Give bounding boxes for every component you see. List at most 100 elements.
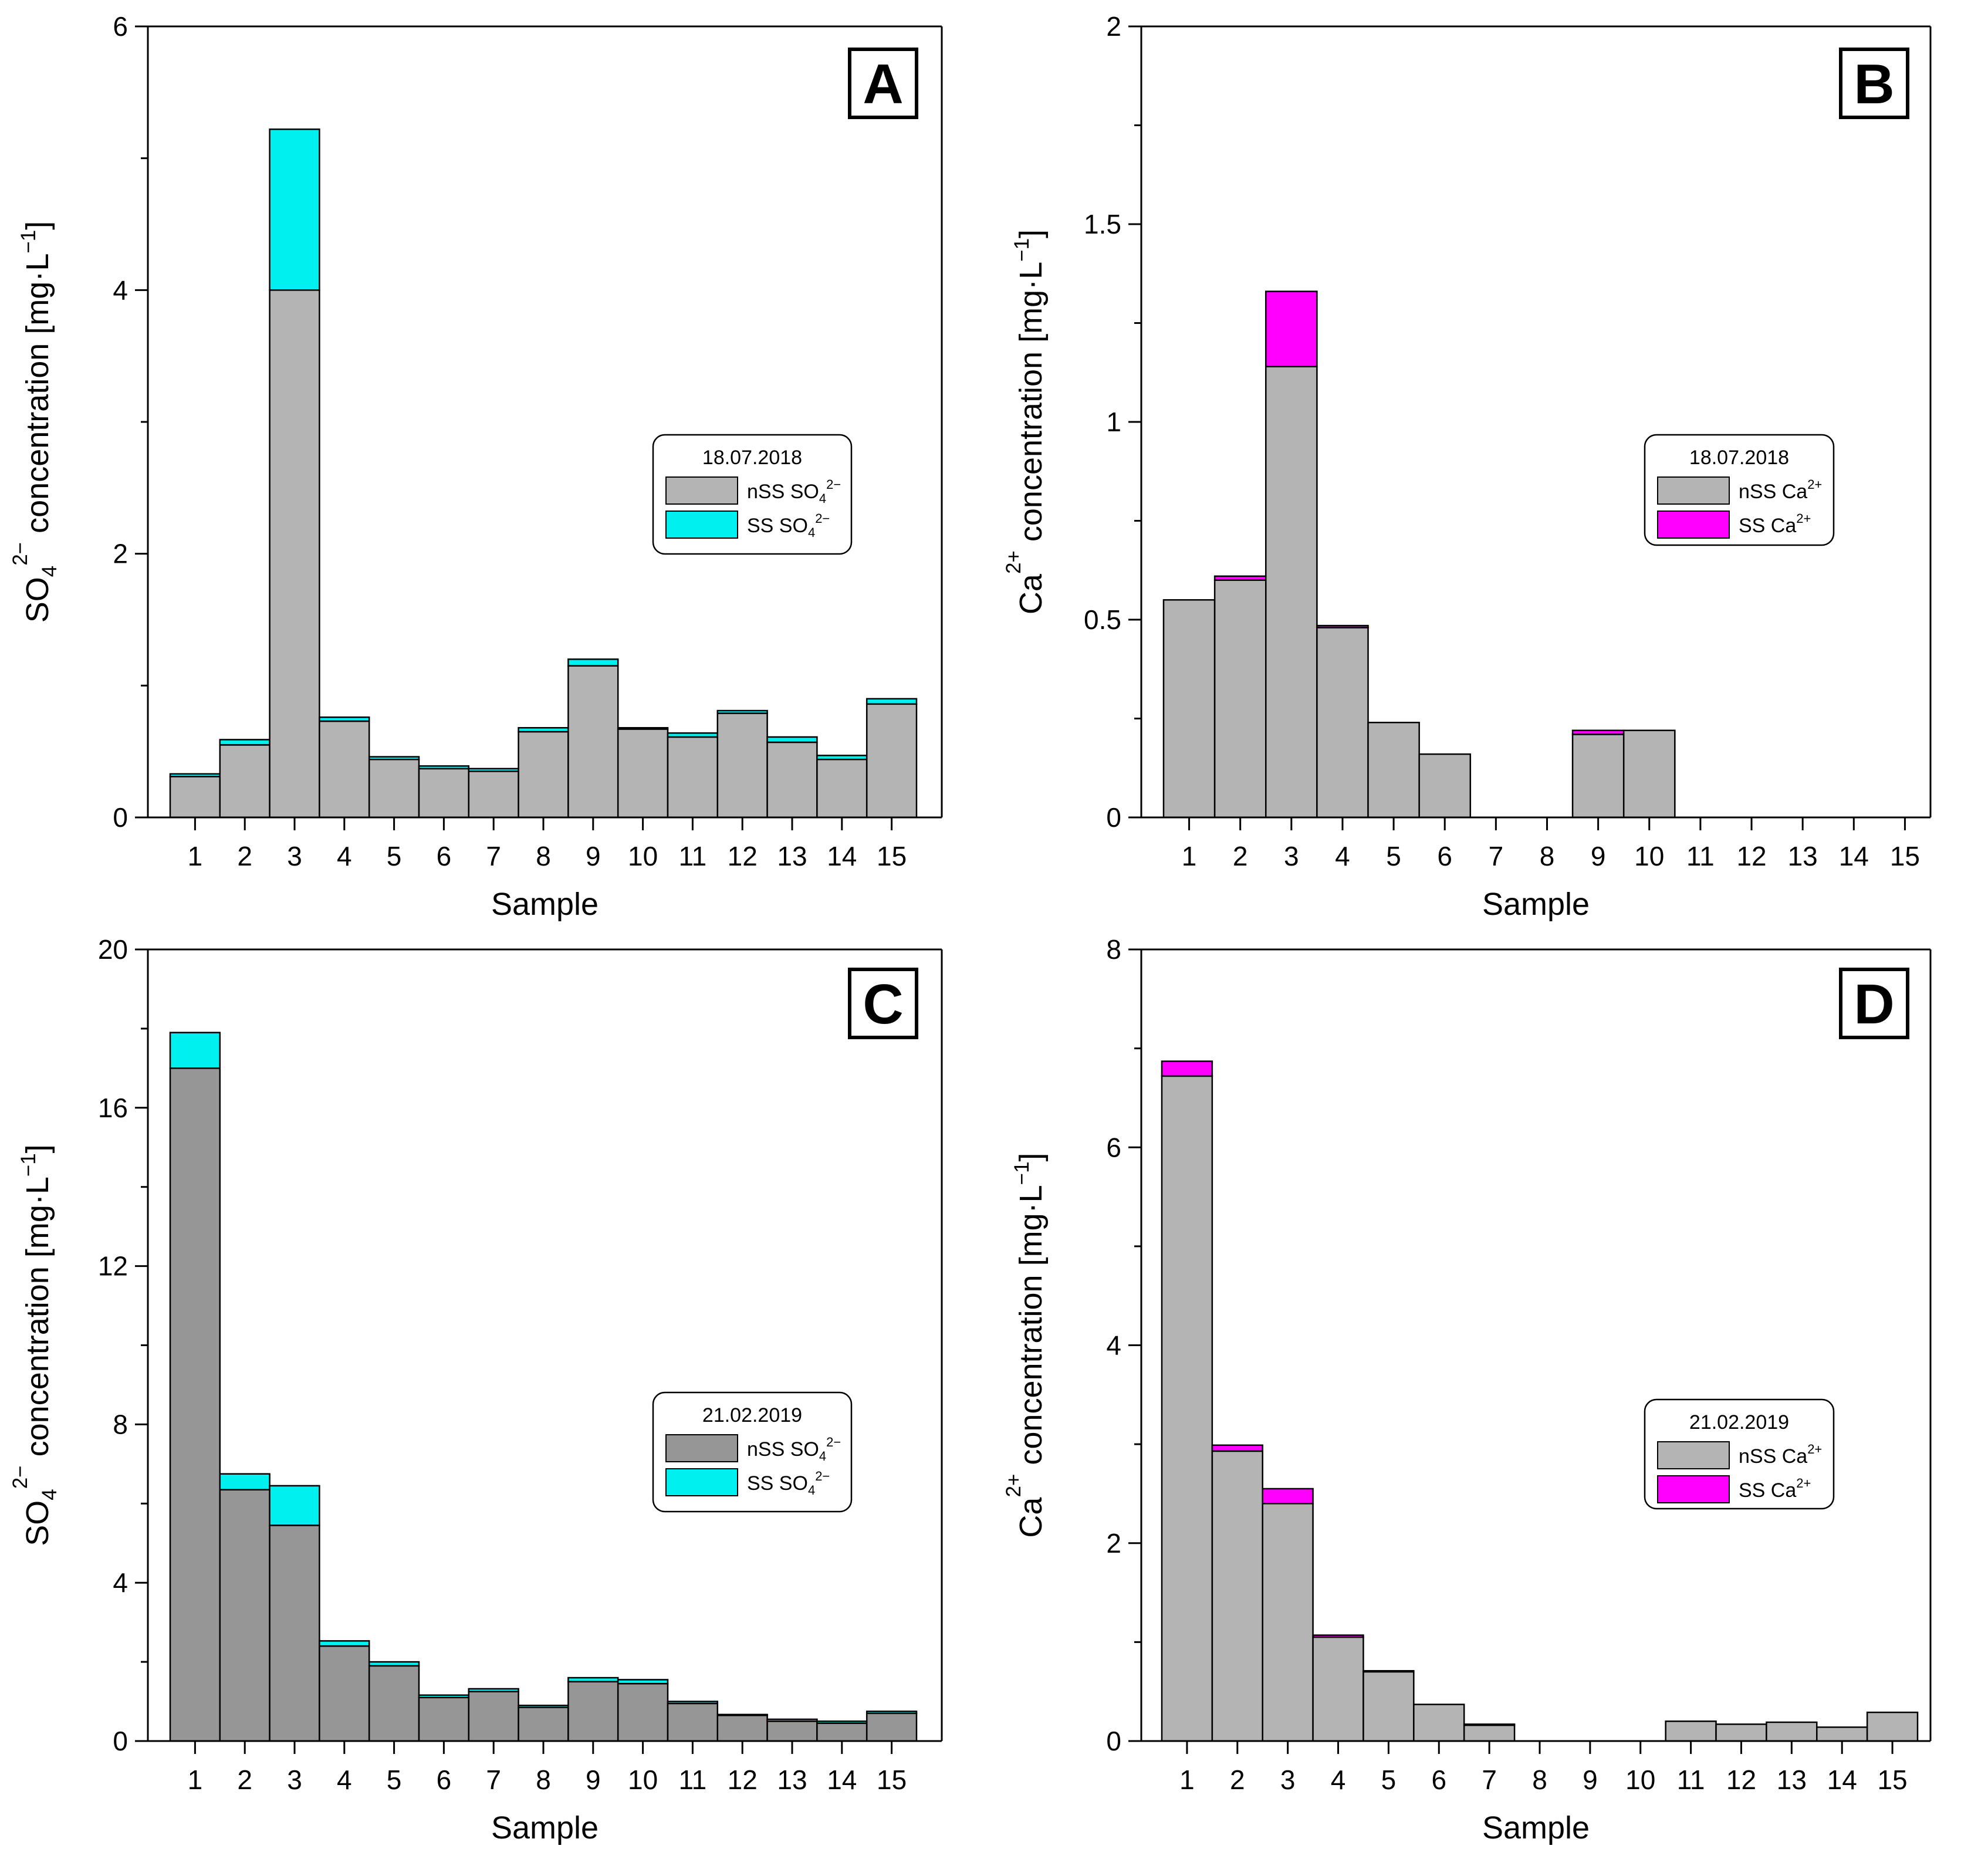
bar-nss-4 — [1316, 627, 1369, 819]
bar-nss-3 — [269, 289, 320, 819]
x-tick-label: 10 — [1634, 841, 1664, 871]
bar-nss-15 — [865, 1712, 918, 1742]
bar-nss-7 — [1463, 1724, 1516, 1742]
bar-ss-3 — [1262, 1488, 1314, 1505]
bar-ss-15 — [865, 1711, 918, 1715]
x-tick-label: 14 — [1827, 1765, 1857, 1795]
x-tick-label: 9 — [586, 1765, 601, 1795]
legend: 21.02.2019 nSS SO42− SS SO42− — [652, 1391, 853, 1513]
bar-nss-7 — [468, 770, 519, 819]
legend-swatch — [1657, 1441, 1730, 1469]
bar-nss-12 — [716, 712, 768, 819]
y-tick-label: 0 — [1106, 802, 1121, 833]
bar-nss-10 — [1622, 729, 1676, 819]
y-tick-label: 6 — [113, 11, 128, 42]
x-tick-label: 9 — [1583, 1765, 1598, 1795]
x-tick-label: 2 — [237, 841, 252, 871]
legend-label: nSS SO42− — [747, 477, 841, 506]
y-axis-title: Ca2+ concentration [mg·L−1] — [1002, 229, 1049, 614]
x-tick-label: 6 — [1431, 1765, 1446, 1795]
x-tick-label: 7 — [1489, 841, 1504, 871]
x-tick-label: 13 — [1788, 841, 1818, 871]
legend-swatch — [665, 476, 738, 505]
x-tick-label: 6 — [437, 841, 452, 871]
legend-swatch — [665, 511, 738, 539]
x-tick-label: 13 — [777, 841, 807, 871]
x-tick-label: 14 — [827, 841, 857, 871]
x-tick-label: 7 — [486, 841, 501, 871]
y-tick-label: 2 — [1106, 1528, 1121, 1559]
y-tick-label: 1.5 — [1084, 209, 1121, 239]
legend: 18.07.2018 nSS SO42− SS SO42− — [652, 434, 853, 555]
x-tick-label: 13 — [1777, 1765, 1807, 1795]
bar-nss-13 — [766, 1720, 818, 1742]
panel-letter: C — [863, 973, 903, 1036]
x-axis-title: Sample — [491, 887, 599, 922]
bar-nss-5 — [1367, 721, 1420, 819]
x-tick-label: 6 — [437, 1765, 452, 1795]
bar-nss-10 — [617, 728, 669, 819]
bars — [1161, 1060, 1919, 1742]
x-tick-label: 9 — [1591, 841, 1606, 871]
x-tick-label: 4 — [1331, 1765, 1346, 1795]
x-tick-label: 11 — [1677, 1765, 1705, 1795]
bar-nss-14 — [816, 758, 868, 819]
y-tick-label: 6 — [1106, 1132, 1121, 1162]
y-tick-label: 0 — [113, 802, 128, 833]
bar-nss-10 — [617, 1682, 669, 1742]
bars — [169, 128, 918, 819]
panel-letter-box — [1839, 48, 1909, 119]
bar-nss-3 — [1265, 366, 1318, 819]
bar-ss-8 — [518, 726, 569, 733]
x-tick-label: 7 — [486, 1765, 501, 1795]
bar-ss-5 — [1362, 1670, 1415, 1673]
bar-nss-5 — [368, 1665, 420, 1742]
x-tick-label: 10 — [628, 841, 658, 871]
bar-nss-6 — [418, 768, 470, 819]
x-tick-label: 5 — [1386, 841, 1401, 871]
x-tick-label: 8 — [1532, 1765, 1547, 1795]
y-axis-title: SO42− concentration [mg·L−1] — [9, 1144, 61, 1546]
x-tick-label: 7 — [1482, 1765, 1497, 1795]
bar-nss-2 — [219, 744, 271, 819]
x-tick-label: 15 — [1877, 1765, 1907, 1795]
x-tick-label: 11 — [1686, 841, 1715, 871]
y-tick-label: 2 — [1106, 11, 1121, 42]
x-tick-label: 12 — [728, 1765, 758, 1795]
bar-nss-2 — [1213, 579, 1267, 819]
bar-ss-7 — [468, 768, 519, 772]
x-tick-label: 15 — [877, 1765, 907, 1795]
x-tick-label: 1 — [1179, 1765, 1195, 1795]
bar-ss-3 — [269, 1485, 320, 1526]
bar-ss-7 — [468, 1688, 519, 1692]
legend-swatch — [1657, 1475, 1730, 1503]
legend-label: SS Ca2+ — [1739, 1476, 1811, 1502]
x-tick-label: 4 — [337, 1765, 352, 1795]
y-tick-label: 4 — [1106, 1330, 1121, 1361]
x-tick-label: 8 — [1540, 841, 1555, 871]
bar-nss-2 — [1211, 1450, 1263, 1742]
bar-ss-2 — [219, 739, 271, 746]
legend-label: SS Ca2+ — [1739, 511, 1811, 537]
x-tick-label: 3 — [287, 1765, 302, 1795]
bar-ss-6 — [418, 765, 470, 770]
bar-nss-8 — [518, 731, 569, 819]
x-tick-label: 15 — [877, 841, 907, 871]
bar-nss-6 — [1418, 753, 1472, 819]
y-tick-label: 12 — [98, 1251, 128, 1282]
bar-ss-10 — [617, 1679, 669, 1685]
bar-nss-1 — [1162, 599, 1216, 819]
x-tick-label: 12 — [728, 841, 758, 871]
x-tick-label: 8 — [536, 841, 551, 871]
bar-nss-9 — [567, 1681, 619, 1742]
chart-panel-b: 00.511.521 2 3 4 5 6 7 8 9 10 11 12 13 14 15SampleCa2+… — [1002, 11, 1932, 922]
bar-nss-11 — [1665, 1720, 1717, 1742]
x-tick-label: 5 — [1381, 1765, 1397, 1795]
y-tick-label: 0 — [113, 1726, 128, 1756]
legend-label: SS SO42− — [747, 511, 830, 540]
y-tick-label: 4 — [113, 275, 128, 305]
y-axis-title: SO42− concentration [mg·L−1] — [9, 221, 61, 623]
legend-swatch — [665, 1468, 738, 1496]
